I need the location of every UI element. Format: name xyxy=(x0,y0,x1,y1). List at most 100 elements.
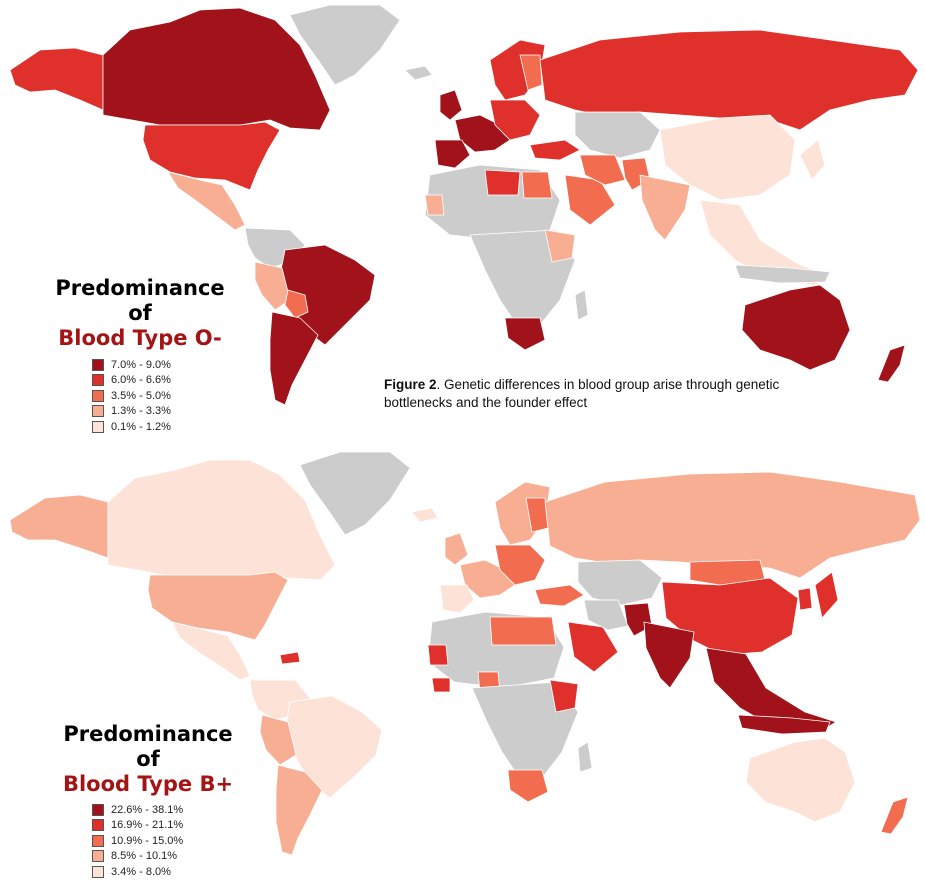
region-paraguay xyxy=(284,289,309,319)
region-alaska xyxy=(9,494,109,559)
legend-title-line-1: Predominance of xyxy=(63,722,233,771)
world-map-o-negative xyxy=(0,0,925,420)
legend-swatch xyxy=(92,803,104,816)
region-iceland xyxy=(411,507,439,523)
legend-swatch xyxy=(92,819,104,832)
legend-swatch xyxy=(92,405,104,418)
region-new-zealand xyxy=(877,344,906,383)
caption-text: . Genetic differences in blood group ari… xyxy=(384,377,780,410)
legend-label: 3.5% - 5.0% xyxy=(111,389,171,402)
region-madagascar xyxy=(574,289,589,321)
region-usa xyxy=(142,121,281,191)
caption-label: Figure 2 xyxy=(384,377,437,392)
legend-items: 22.6% - 38.1% 16.9% - 21.1% 10.9% - 15.0% 8… xyxy=(92,802,248,880)
legend-item: 6.0% - 6.6% xyxy=(92,373,240,389)
legend-title-line-2: Blood Type O- xyxy=(58,326,222,350)
region-indonesia xyxy=(734,264,831,284)
region-new-zealand xyxy=(880,796,909,835)
region-australia xyxy=(741,284,851,371)
region-uk xyxy=(444,532,469,566)
region-usa xyxy=(147,571,289,641)
region-argentina xyxy=(269,311,319,406)
legend-label: 16.9% - 21.1% xyxy=(111,819,184,832)
map-o-negative-svg xyxy=(9,4,919,406)
region-uk xyxy=(439,89,463,121)
figure-caption: Figure 2. Genetic differences in blood g… xyxy=(384,376,804,412)
region-peru-bolivia xyxy=(254,261,291,311)
region-canada xyxy=(107,459,336,581)
region-greenland xyxy=(299,451,411,536)
region-libya-egypt xyxy=(489,616,557,646)
region-west-africa xyxy=(424,194,445,216)
legend-label: 6.0% - 6.6% xyxy=(111,374,171,387)
region-finland xyxy=(519,54,543,91)
legend-item: 10.9% - 15.0% xyxy=(92,833,248,849)
legend-swatch xyxy=(92,850,104,863)
region-east-africa xyxy=(544,229,576,263)
region-iberia xyxy=(434,139,471,169)
legend-title-line-1: Predominance of xyxy=(55,276,225,325)
legend-item: 8.5% - 10.1% xyxy=(92,849,248,865)
legend-item: 22.6% - 38.1% xyxy=(92,802,248,818)
region-india xyxy=(639,174,691,241)
legend-item: 3.5% - 5.0% xyxy=(92,388,240,404)
legend-swatch xyxy=(92,374,104,387)
region-egypt xyxy=(521,171,553,199)
legend-b-positive: Predominance of Blood Type B+ 22.6% - 38… xyxy=(48,722,248,880)
region-central-europe xyxy=(489,99,541,141)
legend-title: Predominance of Blood Type B+ xyxy=(48,722,248,797)
region-korea xyxy=(797,587,813,611)
region-south-africa xyxy=(504,317,546,351)
region-japan xyxy=(814,571,839,619)
region-argentina xyxy=(275,764,323,856)
region-arabia xyxy=(567,621,619,673)
region-iceland xyxy=(404,65,433,81)
legend-item: 3.4% - 8.0% xyxy=(92,864,248,880)
legend-item: 0.1% - 1.2% xyxy=(92,419,240,435)
world-map-b-positive xyxy=(0,440,925,859)
region-mexico xyxy=(171,621,251,681)
legend-label: 1.3% - 3.3% xyxy=(111,405,171,418)
region-china xyxy=(659,114,796,201)
legend-label: 22.6% - 38.1% xyxy=(111,803,184,816)
legend-swatch xyxy=(92,358,104,371)
region-caribbean xyxy=(279,651,301,665)
legend-label: 3.4% - 8.0% xyxy=(111,865,171,878)
region-madagascar xyxy=(577,741,593,773)
region-central-asia xyxy=(577,559,663,606)
region-india xyxy=(643,621,695,689)
legend-label: 7.0% - 9.0% xyxy=(111,358,171,371)
region-guinea xyxy=(431,677,451,693)
legend-title-line-2: Blood Type B+ xyxy=(62,772,234,796)
region-peru-bolivia xyxy=(259,714,297,766)
legend-item: 1.3% - 3.3% xyxy=(92,404,240,420)
legend-label: 8.5% - 10.1% xyxy=(111,850,178,863)
region-japan xyxy=(799,139,826,181)
region-west-africa xyxy=(427,644,449,666)
legend-item: 7.0% - 9.0% xyxy=(92,357,240,373)
region-australia xyxy=(745,737,856,823)
region-central-asia xyxy=(574,111,661,159)
region-greenland xyxy=(289,4,401,86)
legend-label: 10.9% - 15.0% xyxy=(111,834,184,847)
region-indonesia xyxy=(737,714,831,735)
region-iberia xyxy=(439,584,475,614)
region-turkey xyxy=(534,584,585,607)
region-mexico xyxy=(167,171,246,231)
region-south-africa xyxy=(507,769,549,803)
legend-title: Predominance of Blood Type O- xyxy=(40,276,240,351)
legend-label: 0.1% - 1.2% xyxy=(111,420,171,433)
legend-item: 16.9% - 21.1% xyxy=(92,818,248,834)
legend-swatch xyxy=(92,420,104,433)
region-alaska xyxy=(9,47,104,111)
legend-o-negative: Predominance of Blood Type O- 7.0% - 9.0… xyxy=(40,276,240,435)
region-turkey xyxy=(529,139,581,161)
region-east-africa xyxy=(549,679,579,713)
region-iran xyxy=(579,154,626,186)
legend-swatch xyxy=(92,834,104,847)
region-libya xyxy=(484,169,521,196)
region-central-europe xyxy=(494,544,546,586)
map-b-positive-svg xyxy=(9,451,921,856)
region-iran xyxy=(583,599,629,631)
legend-swatch xyxy=(92,389,104,402)
